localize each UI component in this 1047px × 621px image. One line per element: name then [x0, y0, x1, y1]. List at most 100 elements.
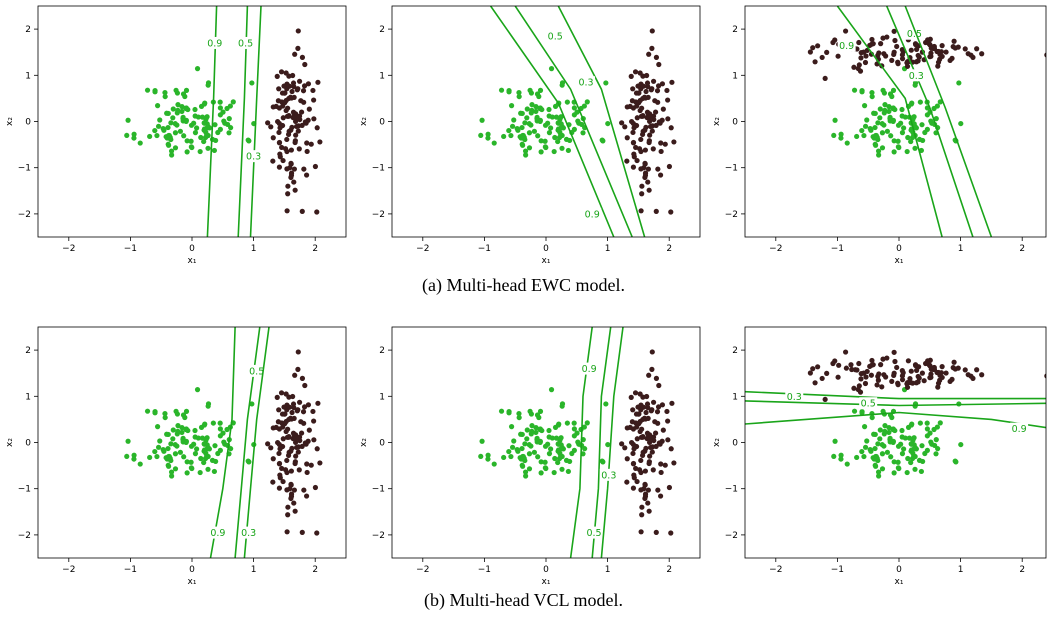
plot-area: 0.9 0.5 0.3 [478, 327, 676, 558]
scatter-point [671, 460, 676, 465]
scatter-point [843, 28, 848, 33]
scatter-point [206, 401, 211, 406]
caption-vcl: (b) Multi-head VCL model. [0, 590, 1047, 611]
scatter-point [600, 459, 605, 464]
scatter-point [869, 363, 874, 368]
scatter-point [560, 401, 565, 406]
scatter-point [649, 46, 654, 51]
scatter-point [956, 80, 961, 85]
y-tick-label: 2 [732, 346, 738, 356]
contour-line [745, 401, 1047, 406]
scatter-point [639, 529, 644, 534]
scatter-point [292, 52, 297, 57]
scatter-point [905, 135, 910, 140]
chart-panel: 0.30.50.9−2 −1 0 1 2−2−1012x₁x₂ [712, 327, 1047, 587]
scatter-point [824, 371, 829, 376]
scatter-point [309, 463, 314, 468]
scatter-point [311, 116, 316, 121]
scatter-point [572, 448, 577, 453]
scatter-point [647, 138, 652, 143]
scatter-point [516, 411, 521, 416]
x-tick-label: −2 [62, 565, 75, 575]
scatter-point [953, 366, 958, 371]
scatter-point [271, 135, 276, 140]
scatter-point [878, 41, 883, 46]
scatter-point [315, 446, 320, 451]
scatter-point [661, 107, 666, 112]
scatter-point [660, 402, 665, 407]
scatter-point [185, 470, 190, 475]
plot-area: 0.30.50.9 [745, 349, 1047, 478]
scatter-point [185, 107, 190, 112]
scatter-point [856, 40, 861, 45]
scatter-point [173, 121, 178, 126]
scatter-point [181, 454, 186, 459]
scatter-point [277, 426, 282, 431]
scatter-point [545, 121, 550, 126]
scatter-point [277, 442, 282, 447]
scatter-point [310, 88, 315, 93]
contour-label: 0.3 [601, 470, 616, 481]
scatter-point [873, 463, 878, 468]
scatter-point [876, 469, 881, 474]
scatter-point [293, 188, 298, 193]
scatter-point [923, 361, 928, 366]
scatter-point [880, 357, 885, 362]
scatter-point [940, 43, 945, 48]
scatter-point [279, 69, 284, 74]
scatter-point [281, 436, 286, 441]
scatter-point [522, 120, 527, 125]
scatter-point [195, 387, 200, 392]
scatter-point [888, 436, 893, 441]
contour-label: 0.9 [582, 364, 597, 375]
scatter-point [506, 89, 511, 94]
x-axis-label: x₁ [188, 577, 197, 587]
scatter-point [869, 373, 874, 378]
scatter-point [932, 443, 937, 448]
scatter-point [868, 449, 873, 454]
scatter-point [963, 46, 968, 51]
scatter-point [276, 419, 281, 424]
scatter-point [634, 479, 639, 484]
scatter-point [909, 422, 914, 427]
scatter-point [605, 442, 610, 447]
x-tick-label: 2 [312, 244, 318, 254]
scatter-point [515, 449, 520, 454]
scatter-point [565, 99, 570, 104]
scatter-point [823, 76, 828, 81]
y-tick-label: 1 [25, 71, 31, 81]
y-tick-label: −2 [372, 531, 385, 541]
scatter-point [166, 142, 171, 147]
scatter-point [288, 482, 293, 487]
scatter-point [651, 467, 656, 472]
scatter-point [499, 409, 504, 414]
scatter-point [532, 450, 537, 455]
scatter-point [843, 349, 848, 354]
scatter-point [852, 88, 857, 93]
scatter-point [656, 62, 661, 67]
scatter-point [478, 133, 483, 138]
scatter-point [638, 98, 643, 103]
scatter-point [539, 459, 544, 464]
scatter-point [185, 428, 190, 433]
scatter-point [170, 436, 175, 441]
scatter-point [916, 379, 921, 384]
scatter-point [852, 409, 857, 414]
scatter-point [629, 395, 634, 400]
scatter-point [545, 442, 550, 447]
scatter-point [161, 128, 166, 133]
x-tick-label: −2 [416, 244, 429, 254]
scatter-point [974, 367, 979, 372]
scatter-point [205, 467, 210, 472]
scatter-point [630, 86, 635, 91]
scatter-point [304, 140, 309, 145]
x-axis-label: x₁ [542, 577, 551, 587]
scatter-point [296, 349, 301, 354]
scatter-point [485, 456, 490, 461]
scatter-point [510, 124, 515, 129]
scatter-point [277, 472, 282, 477]
plot-area: 0.9 0.5 0.3 [124, 6, 322, 237]
scatter-point [923, 40, 928, 45]
scatter-point [966, 51, 971, 56]
scatter-point [912, 467, 917, 472]
